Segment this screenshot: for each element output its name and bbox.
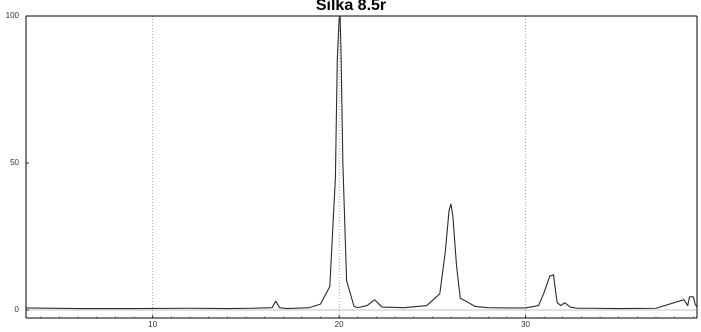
ytick-label-0: 0 (15, 305, 20, 314)
ytick-label-50: 50 (10, 158, 19, 167)
grid (152, 16, 526, 318)
axes (25, 15, 698, 319)
xtick-label-30: 30 (521, 320, 530, 329)
xtick-label-10: 10 (148, 320, 157, 329)
ytick-label-100: 100 (6, 11, 20, 20)
series (25, 15, 698, 310)
series-line-0 (25, 15, 698, 310)
xtick-label-20: 20 (335, 320, 344, 329)
chart-title: Silka 8.5r (316, 0, 386, 14)
ticks: 0 50 100 10 20 30 (6, 11, 694, 329)
